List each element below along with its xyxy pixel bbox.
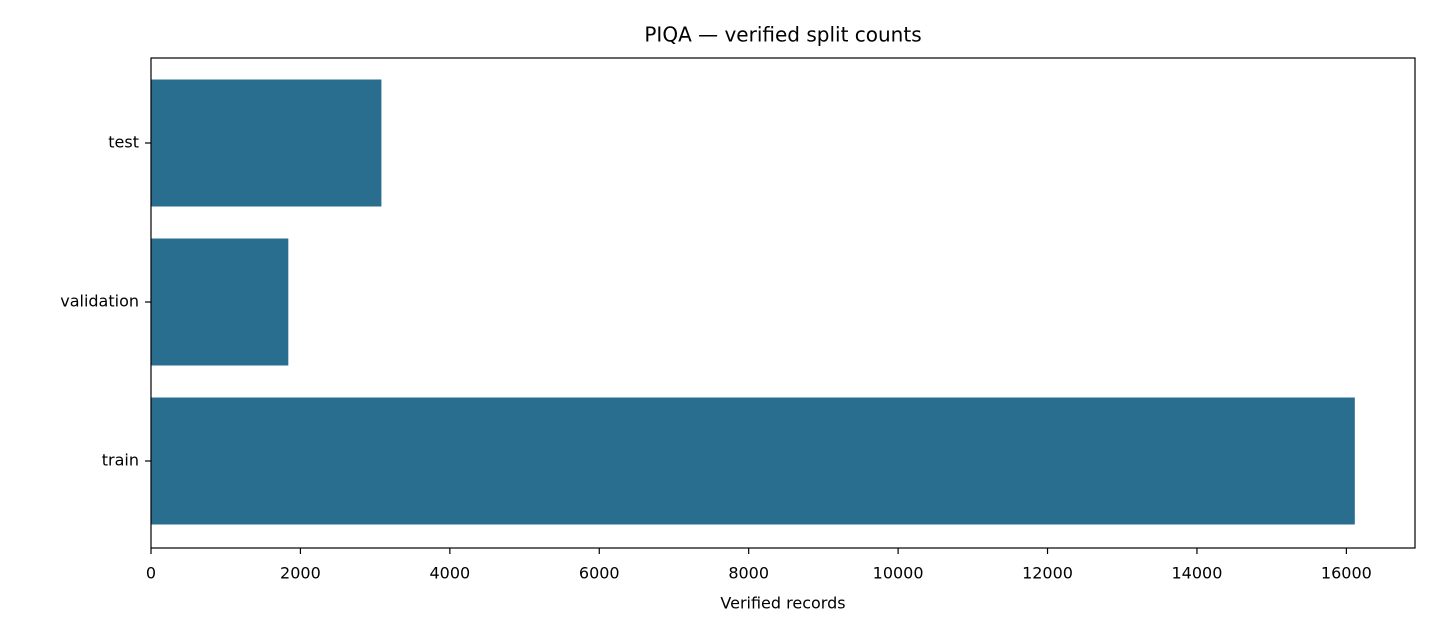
x-tick-label: 2000	[280, 564, 321, 583]
x-tick-label: 4000	[429, 564, 470, 583]
y-tick-label: validation	[60, 292, 139, 311]
x-tick-label: 10000	[873, 564, 924, 583]
x-tick-label: 16000	[1321, 564, 1372, 583]
x-tick-label: 8000	[728, 564, 769, 583]
x-tick-label: 6000	[579, 564, 620, 583]
x-axis-label: Verified records	[720, 594, 845, 613]
x-tick-label: 14000	[1171, 564, 1222, 583]
y-tick-label: test	[108, 133, 139, 152]
bar	[151, 79, 382, 207]
chart-title: PIQA — verified split counts	[644, 23, 921, 47]
plot-frame	[150, 57, 1416, 549]
y-tick-label: train	[102, 451, 139, 470]
x-tick-label: 12000	[1022, 564, 1073, 583]
x-tick-label: 0	[146, 564, 156, 583]
bar	[151, 238, 289, 366]
bar	[151, 397, 1355, 525]
